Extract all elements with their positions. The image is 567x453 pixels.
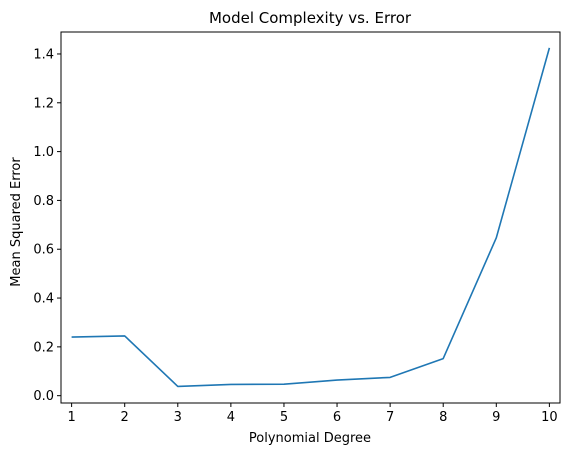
x-tick-label: 3: [174, 410, 182, 425]
y-axis-label: Mean Squared Error: [9, 157, 24, 287]
y-tick-label: 0.4: [33, 292, 54, 307]
y-axis: 0.0 0.2 0.4 0.6 0.8 1.0 1.2 1.4: [33, 47, 61, 404]
x-axis-label: Polynomial Degree: [249, 431, 371, 446]
y-tick-label: 0.6: [33, 243, 54, 258]
x-tick-label: 8: [439, 410, 447, 425]
x-tick-label: 4: [227, 410, 235, 425]
y-tick-label: 0.2: [33, 340, 54, 355]
y-tick-label: 0.0: [33, 389, 54, 404]
x-tick-label: 6: [333, 410, 341, 425]
series-line: [71, 47, 551, 388]
x-tick-label: 10: [541, 410, 558, 425]
x-tick-label: 1: [67, 410, 75, 425]
x-tick-label: 7: [386, 410, 394, 425]
x-tick-label: 9: [492, 410, 500, 425]
chart-title: Model Complexity vs. Error: [209, 9, 412, 27]
plot-frame: [60, 31, 561, 404]
x-tick-label: 5: [280, 410, 288, 425]
y-tick-label: 0.8: [33, 194, 54, 209]
x-tick-label: 2: [121, 410, 129, 425]
y-tick-label: 1.4: [33, 47, 54, 62]
y-tick-label: 1.0: [33, 145, 54, 160]
x-axis: 1 2 3 4 5 6 7 8 9 10: [67, 403, 558, 425]
y-tick-label: 1.2: [33, 96, 54, 111]
